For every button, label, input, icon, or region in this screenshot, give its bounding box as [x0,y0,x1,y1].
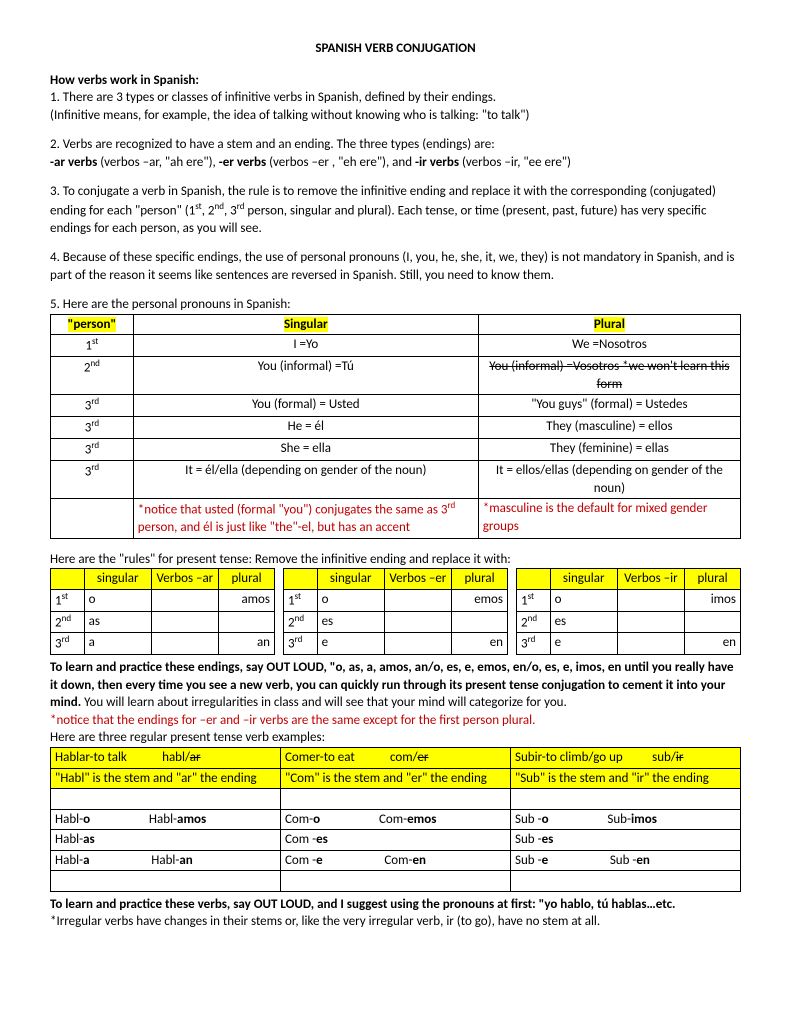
practice-1: To learn and practice these endings, say… [50,659,741,712]
para-4: 4. Because of these specific endings, th… [50,249,741,284]
rules-intro: Here are the "rules" for present tense: … [50,551,741,569]
practice-1-note: *notice that the endings for –er and –ir… [50,712,741,730]
intro-heading: How verbs work in Spanish: [50,72,741,90]
practice-2: To learn and practice these verbs, say O… [50,896,741,914]
para-5: 5. Here are the personal pronouns in Spa… [50,296,741,314]
para-1a: 1. There are 3 types or classes of infin… [50,89,741,107]
para-2a: 2. Verbs are recognized to have a stem a… [50,136,741,154]
para-2b: -ar verbs (verbos –ar, "ah ere"), -er ve… [50,154,741,172]
para-3: 3. To conjugate a verb in Spanish, the r… [50,183,741,237]
page-title: SPANISH VERB CONJUGATION [50,40,741,58]
pronoun-table: "person" Singular Plural 1stI =YoWe =Nos… [50,314,741,539]
conjugation-tables: singularVerbos –arplural 1stoamos 2ndas … [50,568,741,659]
examples-intro: Here are three regular present tense ver… [50,729,741,747]
footnote: *Irregular verbs have changes in their s… [50,913,741,931]
examples-table: Hablar-to talk habl/ar Comer-to eat com/… [50,747,741,892]
para-1b: (Infinitive means, for example, the idea… [50,107,741,125]
